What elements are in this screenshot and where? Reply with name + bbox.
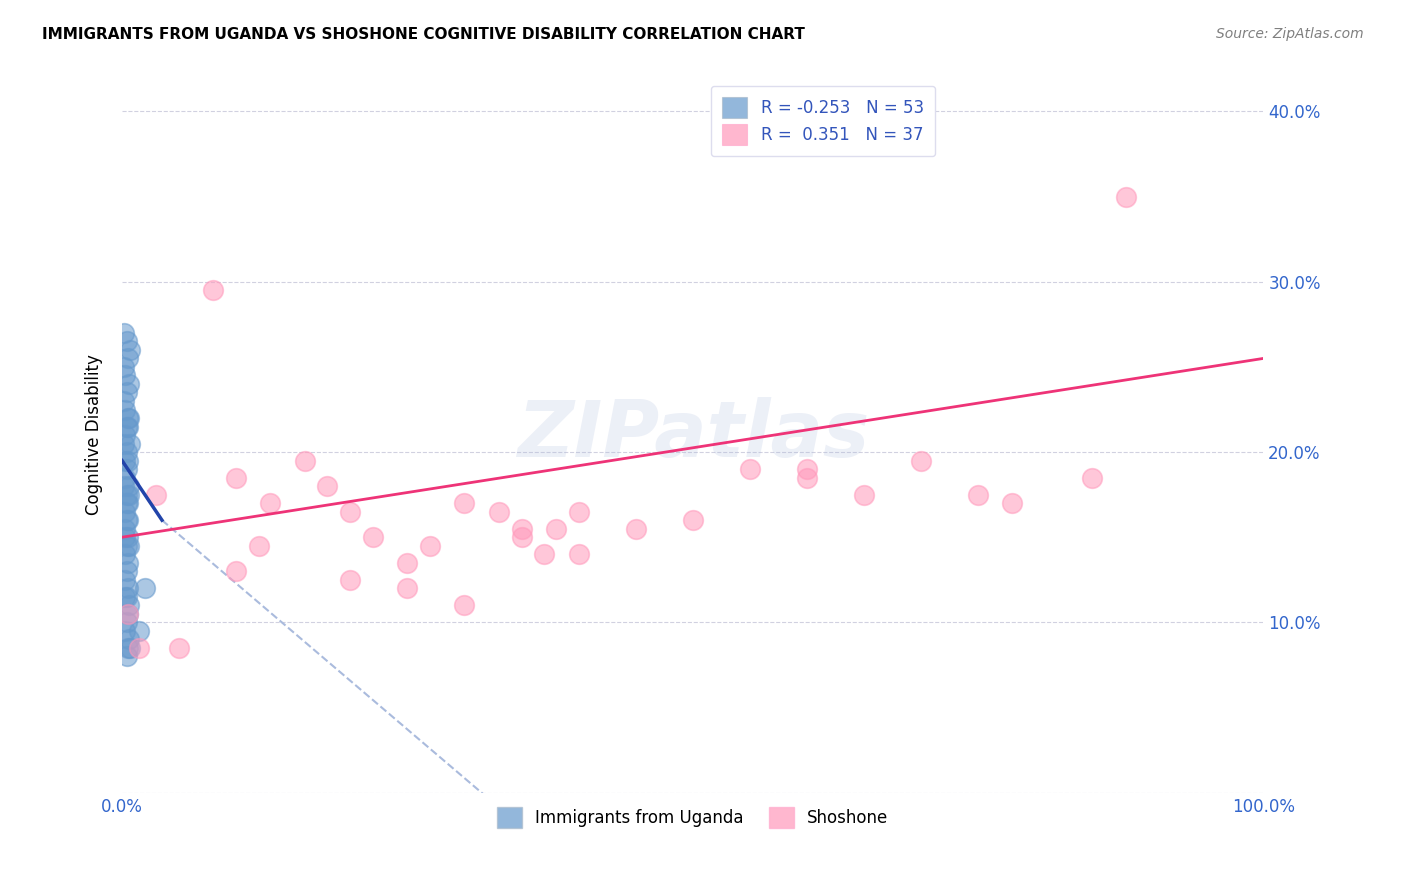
Point bbox=[682, 513, 704, 527]
Point bbox=[510, 522, 533, 536]
Point bbox=[117, 513, 139, 527]
Point bbox=[114, 573, 136, 587]
Point bbox=[118, 599, 141, 613]
Point bbox=[624, 522, 647, 536]
Point bbox=[225, 470, 247, 484]
Point bbox=[796, 462, 818, 476]
Point bbox=[117, 556, 139, 570]
Point bbox=[247, 539, 270, 553]
Point bbox=[115, 564, 138, 578]
Point bbox=[115, 615, 138, 630]
Point bbox=[115, 649, 138, 664]
Point bbox=[419, 539, 441, 553]
Text: IMMIGRANTS FROM UGANDA VS SHOSHONE COGNITIVE DISABILITY CORRELATION CHART: IMMIGRANTS FROM UGANDA VS SHOSHONE COGNI… bbox=[42, 27, 806, 42]
Point bbox=[114, 590, 136, 604]
Point bbox=[115, 513, 138, 527]
Point bbox=[114, 624, 136, 638]
Point bbox=[117, 496, 139, 510]
Point bbox=[1081, 470, 1104, 484]
Point bbox=[112, 359, 135, 374]
Point bbox=[339, 505, 361, 519]
Point bbox=[117, 351, 139, 366]
Point bbox=[117, 582, 139, 596]
Point bbox=[118, 479, 141, 493]
Point bbox=[738, 462, 761, 476]
Point bbox=[544, 522, 567, 536]
Point bbox=[910, 453, 932, 467]
Point bbox=[967, 488, 990, 502]
Point bbox=[112, 436, 135, 450]
Point bbox=[118, 411, 141, 425]
Text: Source: ZipAtlas.com: Source: ZipAtlas.com bbox=[1216, 27, 1364, 41]
Point bbox=[118, 640, 141, 655]
Point bbox=[117, 419, 139, 434]
Point bbox=[112, 479, 135, 493]
Point bbox=[117, 453, 139, 467]
Point bbox=[134, 582, 156, 596]
Point bbox=[114, 470, 136, 484]
Point bbox=[114, 530, 136, 544]
Point bbox=[128, 640, 150, 655]
Point bbox=[115, 334, 138, 349]
Point bbox=[115, 462, 138, 476]
Point bbox=[510, 530, 533, 544]
Point bbox=[145, 488, 167, 502]
Point bbox=[117, 607, 139, 621]
Point bbox=[112, 394, 135, 409]
Point bbox=[114, 547, 136, 561]
Point bbox=[1115, 189, 1137, 203]
Point bbox=[115, 419, 138, 434]
Point bbox=[316, 479, 339, 493]
Point bbox=[796, 470, 818, 484]
Point bbox=[488, 505, 510, 519]
Point bbox=[115, 385, 138, 400]
Point bbox=[117, 530, 139, 544]
Point bbox=[453, 599, 475, 613]
Point bbox=[115, 496, 138, 510]
Point bbox=[115, 488, 138, 502]
Point bbox=[453, 496, 475, 510]
Point bbox=[118, 539, 141, 553]
Point bbox=[114, 453, 136, 467]
Text: ZIPatlas: ZIPatlas bbox=[516, 397, 869, 473]
Point bbox=[114, 428, 136, 442]
Point bbox=[339, 573, 361, 587]
Point bbox=[112, 326, 135, 340]
Point bbox=[396, 582, 419, 596]
Point bbox=[361, 530, 384, 544]
Y-axis label: Cognitive Disability: Cognitive Disability bbox=[86, 355, 103, 516]
Point bbox=[115, 590, 138, 604]
Point bbox=[118, 436, 141, 450]
Point bbox=[202, 283, 225, 297]
Point bbox=[117, 607, 139, 621]
Point bbox=[1001, 496, 1024, 510]
Point bbox=[114, 505, 136, 519]
Point bbox=[118, 632, 141, 647]
Point bbox=[567, 505, 589, 519]
Point bbox=[115, 539, 138, 553]
Point bbox=[117, 640, 139, 655]
Point bbox=[533, 547, 555, 561]
Point bbox=[396, 556, 419, 570]
Point bbox=[294, 453, 316, 467]
Point bbox=[225, 564, 247, 578]
Point bbox=[115, 445, 138, 459]
Point bbox=[114, 522, 136, 536]
Point bbox=[128, 624, 150, 638]
Point bbox=[114, 402, 136, 417]
Point bbox=[567, 547, 589, 561]
Point bbox=[118, 343, 141, 357]
Legend: Immigrants from Uganda, Shoshone: Immigrants from Uganda, Shoshone bbox=[491, 801, 896, 834]
Point bbox=[117, 411, 139, 425]
Point bbox=[118, 376, 141, 391]
Point bbox=[852, 488, 875, 502]
Point bbox=[259, 496, 281, 510]
Point bbox=[118, 488, 141, 502]
Point bbox=[114, 368, 136, 383]
Point bbox=[167, 640, 190, 655]
